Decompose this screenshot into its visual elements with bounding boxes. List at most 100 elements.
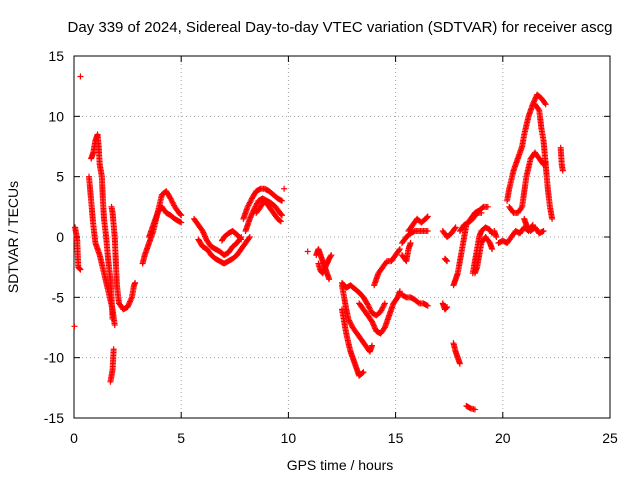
axis-ticks: [73, 55, 611, 419]
x-tick-label: 15: [388, 430, 404, 446]
data-point: [177, 218, 184, 225]
data-point: [200, 229, 207, 236]
data-point: [237, 235, 244, 242]
data-point: [238, 236, 245, 243]
data-point: [278, 211, 285, 218]
data-point: [539, 228, 546, 235]
data-point: [246, 234, 253, 240]
data-point: [71, 323, 78, 330]
data-point: [248, 211, 255, 218]
data-point: [424, 227, 431, 234]
data-point: [202, 234, 209, 241]
data-point: [478, 209, 485, 216]
data-point: [281, 185, 288, 192]
y-tick-label: 0: [56, 229, 64, 245]
data-point: [77, 73, 84, 80]
y-tick-label: 10: [48, 108, 64, 124]
data-point: [369, 342, 376, 349]
data-point: [360, 369, 367, 376]
y-tick-label: -15: [44, 410, 64, 426]
data-point: [424, 213, 431, 220]
data-point: [489, 246, 496, 253]
x-tick-label: 25: [602, 430, 618, 446]
y-tick-label: -5: [52, 289, 65, 305]
data-point: [493, 234, 500, 240]
data-point: [77, 266, 84, 273]
data-point: [396, 246, 403, 253]
data-point: [518, 205, 525, 212]
data-point: [125, 301, 132, 308]
data-point: [370, 322, 377, 329]
data-point: [371, 323, 378, 330]
data-point: [277, 197, 284, 204]
data-point: [177, 211, 184, 218]
data-point: [304, 248, 311, 255]
data-point: [128, 295, 135, 302]
data-point: [407, 240, 414, 247]
data-point: [276, 217, 283, 224]
data-points: [71, 73, 566, 413]
data-point: [110, 346, 117, 353]
data-point: [202, 233, 209, 240]
data-point: [484, 203, 491, 210]
data-point: [328, 252, 335, 259]
data-point: [424, 302, 431, 309]
y-tick-label: 5: [56, 169, 64, 185]
data-point: [359, 370, 366, 377]
x-tick-labels: 0 5 10 15 20 25: [70, 430, 618, 446]
data-point: [76, 265, 83, 272]
data-point: [199, 227, 206, 234]
data-point: [540, 227, 547, 234]
data-point: [127, 298, 134, 305]
data-point: [132, 279, 139, 286]
data-point: [109, 316, 116, 323]
data-point: [277, 218, 284, 225]
data-point: [201, 232, 208, 239]
data-point: [178, 212, 185, 219]
data-point: [381, 300, 388, 307]
data-point: [111, 322, 118, 329]
data-point: [124, 303, 131, 310]
y-tick-label: 15: [48, 48, 64, 64]
data-point: [127, 297, 134, 304]
x-tick-label: 5: [177, 430, 185, 446]
data-point: [424, 214, 431, 221]
data-point: [326, 276, 333, 283]
data-point: [370, 321, 377, 328]
y-tick-labels: -15 -10 -5 0 5 10 15: [44, 48, 64, 426]
data-point: [278, 212, 285, 219]
data-point: [549, 215, 556, 222]
data-point: [443, 304, 450, 311]
x-axis-label: GPS time / hours: [287, 457, 394, 473]
data-point: [327, 253, 334, 260]
data-point: [541, 100, 548, 107]
data-point: [247, 214, 254, 221]
data-point: [396, 247, 403, 254]
data-point: [278, 197, 285, 204]
data-point: [423, 302, 430, 309]
data-point: [396, 288, 403, 295]
data-point: [451, 225, 458, 232]
data-point: [126, 299, 133, 306]
data-point: [542, 101, 549, 108]
data-point: [452, 224, 459, 231]
y-tick-label: -10: [44, 350, 64, 366]
data-point: [444, 258, 451, 265]
data-point: [178, 219, 185, 226]
data-point: [443, 257, 450, 264]
data-point: [532, 95, 539, 102]
data-point: [444, 303, 451, 310]
x-tick-label: 10: [281, 430, 297, 446]
y-axis-label: SDTVAR / TECUs: [5, 181, 21, 293]
data-point: [369, 318, 376, 325]
chart-title: Day 339 of 2024, Sidereal Day-to-day VTE…: [68, 19, 613, 36]
data-point: [125, 302, 132, 309]
data-point: [369, 319, 376, 326]
x-tick-label: 20: [495, 430, 511, 446]
data-point: [559, 167, 566, 174]
x-tick-label: 0: [70, 430, 78, 446]
data-point: [531, 98, 538, 105]
data-point: [535, 106, 542, 113]
data-point: [248, 213, 255, 220]
